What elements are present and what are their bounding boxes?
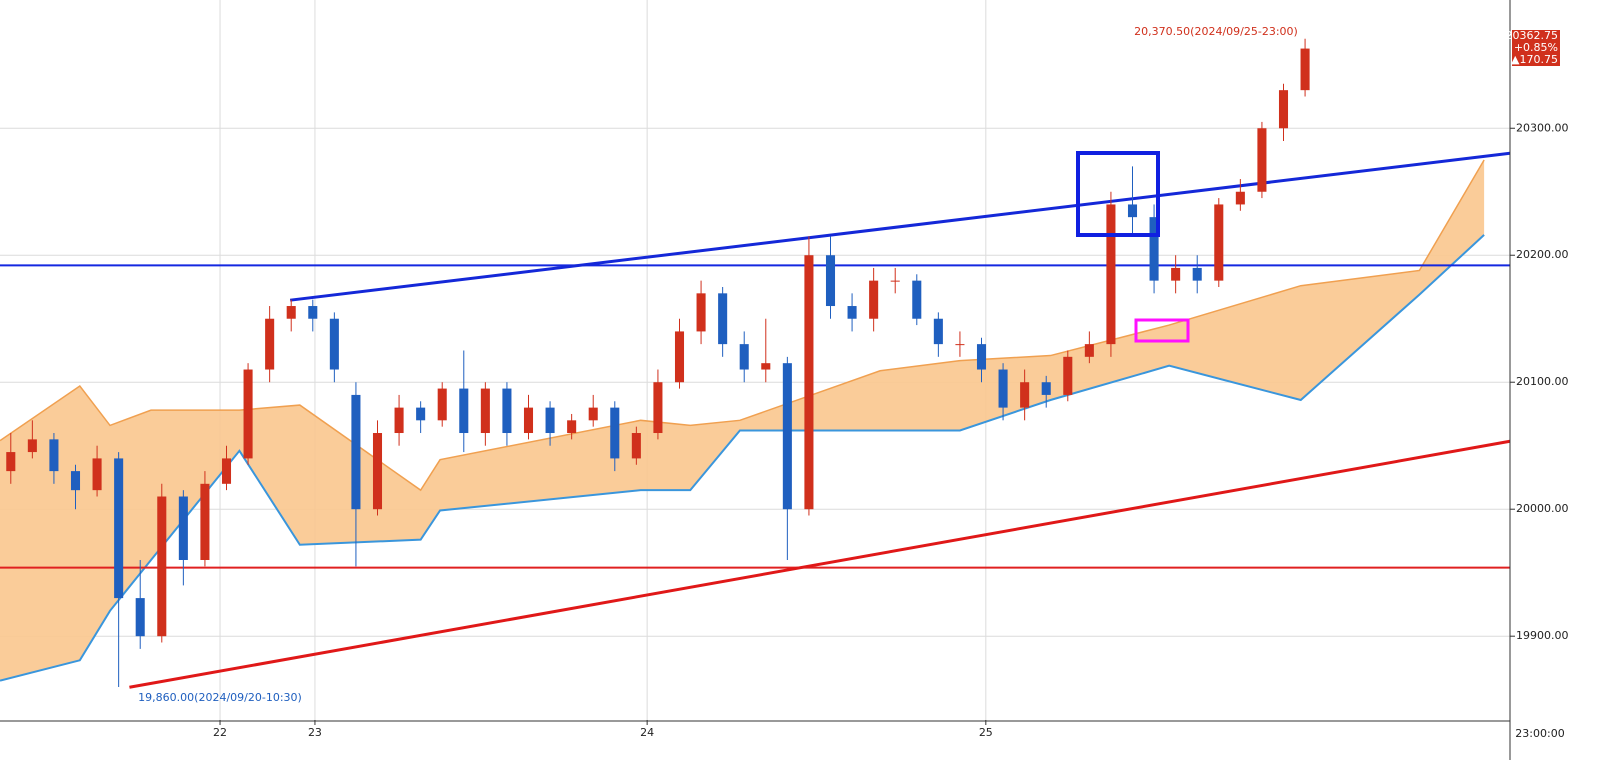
candle-body [70, 471, 81, 491]
y-tick-label: 20200.00 [1516, 248, 1569, 261]
candle-body [588, 407, 598, 421]
plot [0, 0, 1511, 720]
candle-body [718, 293, 728, 345]
highlight-box [1076, 151, 1160, 237]
x-tick-label: 23 [308, 726, 322, 739]
x-tick-label: 25 [979, 726, 993, 739]
candle-body [1192, 267, 1202, 281]
candle-body [912, 280, 922, 319]
candle-body [329, 318, 339, 370]
candle-body [286, 306, 296, 319]
candle-body [416, 407, 426, 421]
low-label: 19,860.00(2024/09/20-10:30) [138, 691, 302, 704]
candle-body [27, 439, 37, 453]
candle-body [394, 407, 404, 434]
y-tick-label: 20100.00 [1516, 375, 1569, 388]
y-tick-label: 20000.00 [1516, 502, 1569, 515]
price-box-text: 20362.75 [1506, 29, 1559, 42]
highlight-box [1134, 318, 1190, 343]
candle-body [157, 496, 167, 637]
candle-body [631, 433, 641, 459]
candle-body [1171, 267, 1181, 281]
x-tick-label: 22 [213, 726, 227, 739]
candle-body [610, 407, 620, 459]
candle-body [674, 331, 685, 383]
candle-body [761, 363, 771, 370]
x-tick-label: 24 [640, 726, 654, 739]
candle-body [265, 318, 275, 370]
candle-body [243, 369, 253, 459]
candle-body [221, 458, 232, 484]
candle-body [933, 318, 943, 345]
candle-body [955, 344, 965, 346]
candle-body [480, 388, 490, 434]
candle-body [1041, 382, 1051, 395]
candle-body [1214, 204, 1224, 281]
price-box-text: ▲170.75 [1511, 53, 1558, 66]
trend-line [289, 151, 1511, 302]
candle-body [502, 388, 512, 434]
candle-body [782, 363, 792, 510]
candle-body [804, 255, 814, 510]
candle-body [847, 306, 857, 319]
candle-body [437, 388, 447, 421]
candle-body [178, 496, 188, 560]
candle-body [567, 420, 577, 434]
candle-body [696, 293, 706, 332]
candle-body [1127, 204, 1138, 218]
y-tick-label: 19900.00 [1516, 629, 1569, 642]
candle-body [1084, 344, 1094, 357]
candle-body [1149, 217, 1159, 281]
candle-body [372, 433, 383, 510]
candle-body [308, 306, 318, 319]
candle-body [200, 483, 210, 560]
candle-body [653, 382, 663, 434]
candle-body [114, 458, 124, 599]
candle-body [1106, 204, 1116, 345]
candle-body [1300, 48, 1310, 91]
time-axis-label: 23:00:00 [1515, 727, 1564, 740]
candle-body [890, 280, 900, 282]
cloud-upper [0, 159, 1485, 492]
candle-body [1063, 356, 1073, 395]
candle-body [135, 598, 145, 637]
candle-body [998, 369, 1008, 408]
candle-body [523, 407, 534, 434]
trend-line [129, 439, 1511, 689]
y-tick-label: 20300.00 [1516, 121, 1569, 134]
candle-body [459, 388, 469, 434]
candle-body [976, 344, 987, 370]
price-box [1512, 30, 1560, 66]
candle-body [92, 458, 102, 491]
candle-body [1278, 90, 1289, 129]
candle-body [6, 452, 16, 472]
candle-body [1020, 382, 1030, 408]
candle-body [49, 439, 59, 472]
candle-body [869, 280, 879, 319]
candle-body [1235, 191, 1245, 205]
candle-body [825, 255, 836, 307]
candle-body [739, 344, 749, 370]
candle-body [1257, 128, 1267, 192]
price-box-text: +0.85% [1514, 41, 1558, 54]
high-label: 20,370.50(2024/09/25-23:00) [1134, 25, 1298, 38]
candle-body [545, 407, 555, 434]
candle-body [351, 394, 361, 510]
